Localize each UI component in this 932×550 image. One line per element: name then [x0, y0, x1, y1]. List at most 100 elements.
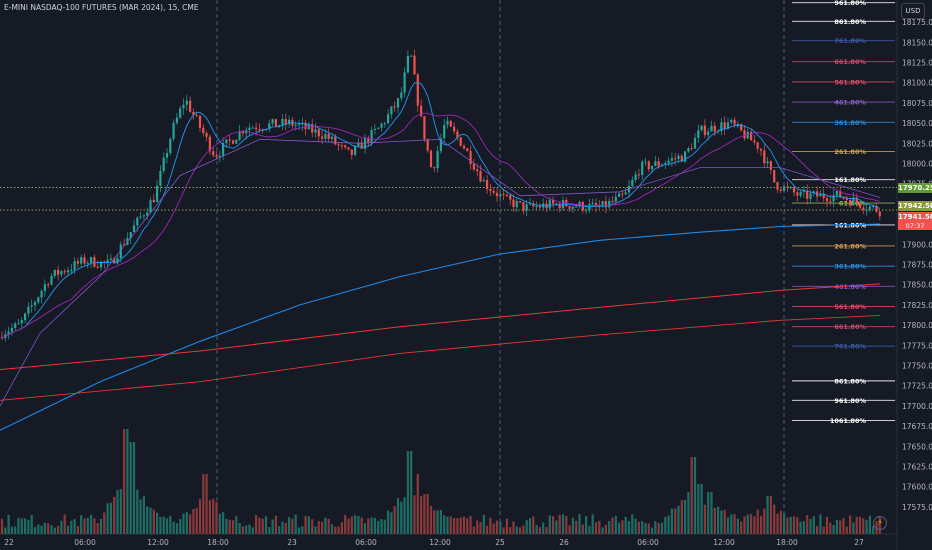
volume-bar — [779, 510, 782, 534]
currency-button[interactable]: USD — [901, 3, 925, 19]
candle-body — [852, 197, 855, 206]
volume-bar — [433, 510, 436, 534]
price-tick-label: 17675.00 — [902, 422, 932, 431]
volume-bar — [763, 508, 766, 534]
volume-bar — [703, 504, 706, 534]
candle-body — [321, 136, 324, 139]
candle-body — [842, 197, 845, 199]
volume-bar — [86, 517, 89, 534]
volume-bar — [865, 519, 868, 534]
volume-bar — [139, 499, 142, 534]
candle-body — [403, 72, 406, 93]
volume-bar — [370, 517, 373, 534]
candle-body — [753, 140, 756, 143]
candle-body — [700, 125, 703, 131]
candle-body — [654, 161, 657, 166]
price-tick-label: 17800.00 — [902, 321, 932, 330]
time-tick-label: 12:00 — [713, 538, 735, 547]
candle-body — [759, 148, 763, 151]
ma-red-upper-line — [0, 283, 881, 371]
volume-bar — [786, 517, 789, 534]
price-tick-label: 17725.00 — [902, 382, 932, 391]
price-tag-current: 17941.50 — [898, 211, 932, 222]
candle-body — [354, 146, 357, 155]
volume-bar — [842, 518, 845, 534]
candle-body — [400, 92, 403, 99]
volume-bar — [657, 523, 660, 534]
fib-level-label: 161.80% — [834, 176, 866, 184]
candle-body — [707, 131, 710, 136]
candle-body — [50, 275, 53, 285]
candle-body — [205, 133, 208, 137]
volume-bar — [284, 522, 287, 534]
volume-bar — [674, 508, 677, 534]
fib-level-label: 361.80% — [834, 263, 866, 271]
candle-body — [17, 323, 20, 325]
candle-body — [377, 127, 380, 129]
time-tick-label: 06:00 — [637, 538, 659, 547]
candle-body — [304, 123, 307, 130]
fib-level-label: 961.80% — [834, 0, 866, 7]
volume-bar — [723, 509, 726, 534]
fib-level-label: 261.80% — [834, 242, 866, 250]
candle-body — [258, 129, 261, 131]
volume-bar — [783, 513, 786, 534]
volume-bar — [776, 513, 779, 534]
time-tick-label: 23 — [287, 538, 297, 547]
volume-bar — [509, 527, 512, 534]
volume-bar — [76, 526, 79, 534]
candle-body — [387, 114, 390, 124]
candle-body — [802, 190, 805, 192]
volume-bar — [809, 519, 812, 534]
volume-bar — [571, 517, 574, 534]
volume-bar — [482, 514, 485, 534]
candle-body — [380, 123, 383, 128]
price-tick-label: 18125.00 — [902, 59, 932, 68]
volume-bar — [618, 522, 621, 534]
candle-body — [819, 193, 822, 197]
candle-body — [594, 203, 598, 207]
price-tick-label: 18000.00 — [902, 160, 932, 169]
volume-bar — [651, 527, 654, 534]
volume-bar — [443, 515, 446, 534]
candle-body — [231, 140, 235, 144]
volume-bar — [340, 522, 343, 534]
price-tick-label: 17700.00 — [902, 402, 932, 411]
volume-bar — [152, 509, 155, 534]
volume-bar — [670, 508, 673, 534]
volume-bar — [195, 508, 198, 534]
volume-bar — [868, 515, 871, 534]
candle-body — [413, 55, 416, 75]
volume-bar — [423, 494, 426, 534]
volume-bar — [555, 520, 558, 534]
candle-body — [677, 155, 680, 160]
candle-body — [740, 124, 743, 131]
candle-body — [657, 161, 660, 166]
candle-body — [469, 151, 472, 165]
candle-body — [690, 148, 693, 150]
candle-body — [489, 189, 492, 191]
candle-body — [136, 217, 139, 226]
volume-bar — [644, 523, 647, 534]
time-tick-label: 25 — [495, 538, 505, 547]
volume-bar — [420, 496, 423, 534]
volume-bar — [393, 506, 396, 534]
volume-bar — [825, 516, 829, 534]
volume-bar — [621, 520, 624, 534]
candle-body — [192, 111, 195, 115]
fib-level-label: 361.80% — [834, 119, 866, 127]
candle-body — [7, 331, 10, 335]
volume-bar — [641, 521, 644, 534]
volume-bar — [103, 512, 106, 534]
candle-body — [532, 203, 535, 207]
volume-bar — [354, 515, 357, 534]
volume-bar — [182, 513, 185, 534]
volume-bar — [20, 518, 23, 534]
candle-body — [750, 131, 753, 141]
candle-body — [512, 199, 515, 208]
lightning-icon[interactable]: ⚡ — [873, 516, 887, 530]
volume-bar — [189, 514, 192, 534]
candle-body — [578, 202, 581, 207]
